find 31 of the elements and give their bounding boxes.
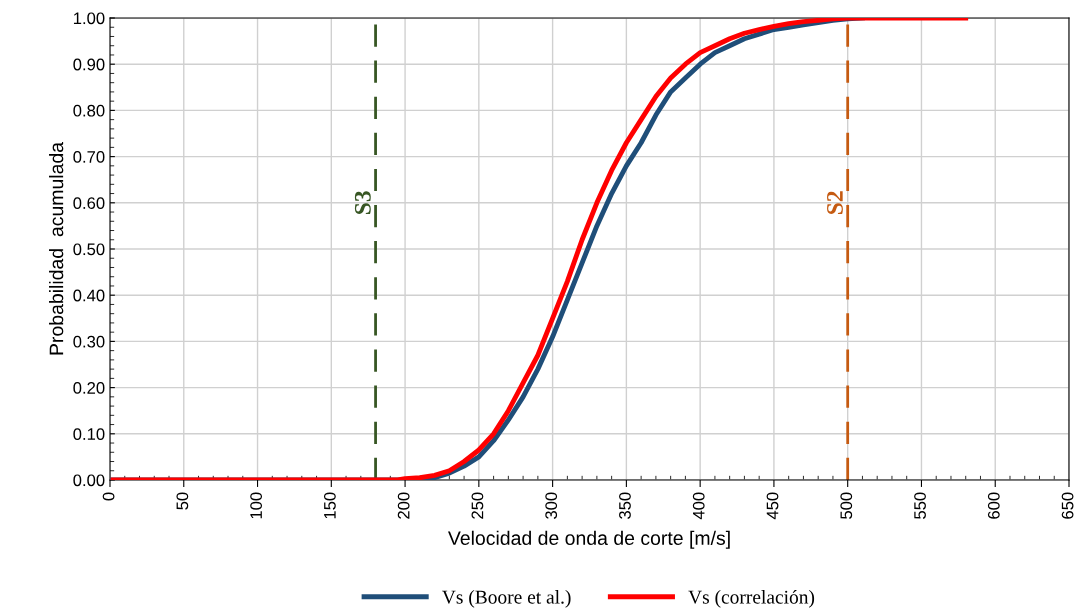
x-tick-label: 550	[914, 492, 926, 519]
x-tick-label: 400	[692, 492, 705, 520]
x-tick-label: 450	[766, 492, 779, 520]
ref-line-label: S2	[827, 191, 843, 215]
x-tick-label: 50	[176, 492, 189, 510]
x-axis-title: Velocidad de onda de corte [m/s]	[447, 530, 730, 549]
y-tick-label: 0.70	[73, 151, 105, 163]
y-tick-label: 0.80	[73, 104, 105, 117]
x-tick-label: 500	[840, 492, 853, 519]
x-tick-label: 300	[545, 492, 558, 519]
y-tick-label: 0.50	[73, 243, 105, 256]
x-tick-label: 250	[471, 492, 484, 519]
legend-label: Vs (Boore et al.)	[442, 590, 571, 608]
x-tick-label: 200	[397, 492, 410, 519]
y-tick-label: 0.30	[73, 335, 105, 348]
x-tick-label: 350	[619, 492, 631, 519]
y-tick-label: 1.00	[73, 12, 105, 25]
legend-label: Vs (correlación)	[688, 589, 815, 608]
y-axis-title: Probabilidad acumulada	[49, 141, 64, 355]
x-tick-label: 600	[987, 492, 1000, 519]
ref-line-label: S3	[354, 191, 371, 215]
y-tick-label: 0.20	[73, 382, 105, 394]
y-tick-label: 0.00	[73, 474, 105, 487]
x-tick-label: 100	[250, 492, 263, 519]
y-tick-label: 0.10	[73, 428, 105, 440]
x-tick-label: 650	[1061, 492, 1074, 519]
y-tick-label: 0.90	[73, 58, 105, 71]
x-tick-label: 0	[102, 492, 115, 501]
y-tick-label: 0.60	[73, 197, 105, 209]
x-tick-label: 150	[323, 492, 336, 519]
y-tick-label: 0.40	[73, 289, 105, 302]
